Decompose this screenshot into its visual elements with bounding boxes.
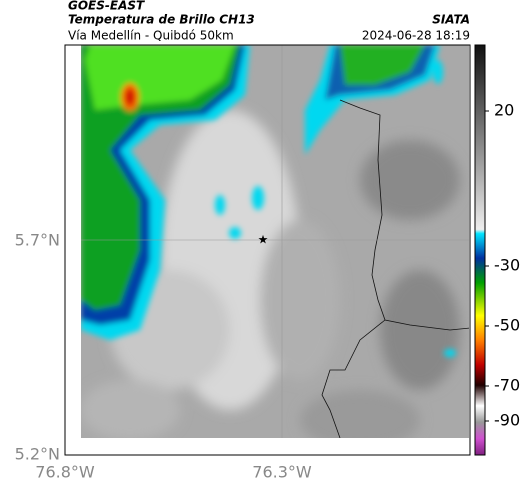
map-frame <box>64 44 471 456</box>
lon-label: 76.8°W <box>35 463 95 482</box>
source: SIATA <box>432 13 470 27</box>
colorbar-tick: -50 <box>494 316 520 335</box>
colorbar-ticks <box>485 110 489 422</box>
colorbar-tick: 20 <box>494 101 514 120</box>
border <box>321 99 469 438</box>
satellite-image: ★ <box>81 45 469 438</box>
colorbar <box>474 44 486 456</box>
region: Vía Medellín - Quibdó 50km <box>68 29 234 43</box>
colorbar-tick: -70 <box>494 376 520 395</box>
lon-label: 76.3°W <box>252 463 312 482</box>
satellite: GOES-EAST <box>68 0 145 13</box>
lat-label: 5.7°N <box>15 231 60 250</box>
timestamp: 2024-06-28 18:19 <box>362 29 470 43</box>
colorbar-tick: -30 <box>494 256 520 275</box>
colorbar-tick: -90 <box>494 411 520 430</box>
location-star: ★ <box>258 233 269 247</box>
lat-label: 5.2°N <box>15 445 60 464</box>
product: Temperatura de Brillo CH13 <box>68 13 255 27</box>
